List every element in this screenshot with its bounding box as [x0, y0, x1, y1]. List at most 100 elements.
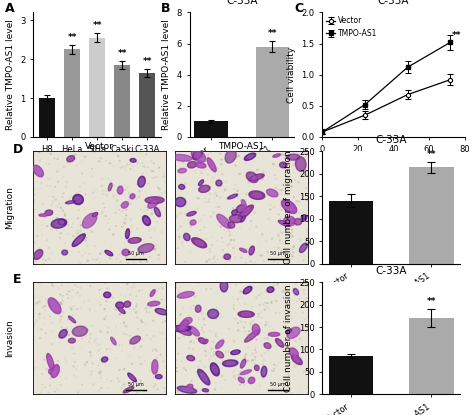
Circle shape — [273, 364, 274, 365]
Ellipse shape — [138, 244, 154, 253]
Circle shape — [91, 168, 92, 169]
Circle shape — [63, 193, 64, 194]
Bar — [114, 65, 130, 137]
Ellipse shape — [112, 339, 115, 343]
Circle shape — [203, 332, 204, 333]
Circle shape — [226, 198, 227, 199]
Circle shape — [259, 295, 260, 296]
Ellipse shape — [220, 280, 228, 292]
Circle shape — [264, 309, 265, 310]
Circle shape — [201, 327, 202, 328]
Ellipse shape — [266, 189, 278, 197]
Circle shape — [33, 324, 35, 325]
Circle shape — [50, 378, 51, 379]
Ellipse shape — [180, 186, 183, 188]
Circle shape — [307, 174, 308, 175]
Circle shape — [229, 260, 230, 261]
Circle shape — [154, 163, 155, 164]
Circle shape — [104, 309, 105, 310]
Circle shape — [139, 261, 141, 262]
Bar — [409, 167, 454, 264]
Ellipse shape — [298, 160, 304, 168]
Circle shape — [145, 391, 146, 392]
Circle shape — [190, 226, 191, 227]
Ellipse shape — [216, 351, 224, 358]
Circle shape — [61, 316, 62, 317]
Ellipse shape — [208, 309, 219, 318]
Circle shape — [284, 154, 285, 155]
Ellipse shape — [48, 298, 61, 314]
Circle shape — [50, 316, 51, 317]
Circle shape — [156, 176, 157, 177]
Ellipse shape — [286, 218, 292, 224]
Circle shape — [155, 292, 156, 293]
Circle shape — [273, 389, 274, 390]
Circle shape — [102, 190, 103, 191]
Ellipse shape — [295, 157, 306, 171]
Circle shape — [60, 376, 61, 377]
Circle shape — [213, 177, 214, 178]
Circle shape — [133, 309, 134, 310]
Circle shape — [211, 169, 212, 170]
Circle shape — [113, 234, 114, 235]
Circle shape — [77, 230, 78, 231]
Ellipse shape — [191, 238, 207, 248]
Ellipse shape — [122, 249, 129, 256]
Circle shape — [287, 229, 288, 230]
Ellipse shape — [230, 195, 236, 198]
Circle shape — [201, 314, 202, 315]
Circle shape — [292, 252, 294, 253]
Circle shape — [278, 235, 279, 236]
Circle shape — [218, 225, 219, 226]
Ellipse shape — [190, 163, 194, 166]
Circle shape — [73, 154, 74, 155]
Circle shape — [36, 303, 38, 304]
Ellipse shape — [210, 311, 216, 316]
Circle shape — [72, 348, 73, 349]
Circle shape — [216, 184, 218, 185]
Ellipse shape — [255, 365, 259, 371]
Circle shape — [85, 194, 86, 195]
Circle shape — [188, 161, 189, 162]
Circle shape — [90, 338, 91, 339]
Circle shape — [90, 309, 91, 310]
Text: **: ** — [427, 150, 436, 159]
Circle shape — [104, 318, 105, 320]
Circle shape — [154, 299, 155, 300]
Circle shape — [109, 258, 111, 259]
Circle shape — [60, 384, 61, 385]
Circle shape — [81, 234, 82, 235]
Circle shape — [72, 342, 73, 343]
Ellipse shape — [247, 155, 253, 159]
Circle shape — [299, 212, 300, 213]
Circle shape — [106, 195, 108, 196]
Circle shape — [206, 261, 208, 262]
Circle shape — [130, 218, 131, 219]
Ellipse shape — [110, 337, 116, 345]
Circle shape — [292, 236, 293, 237]
Ellipse shape — [290, 156, 297, 159]
Circle shape — [280, 218, 281, 219]
Ellipse shape — [204, 389, 207, 391]
Circle shape — [273, 285, 274, 286]
Ellipse shape — [150, 303, 157, 305]
Ellipse shape — [245, 330, 260, 342]
Circle shape — [264, 338, 265, 339]
Circle shape — [215, 192, 217, 193]
Title: C-33A: C-33A — [378, 0, 409, 6]
Circle shape — [299, 338, 301, 339]
Circle shape — [45, 260, 46, 261]
Ellipse shape — [292, 355, 302, 365]
Ellipse shape — [200, 181, 202, 184]
Circle shape — [137, 162, 138, 163]
Ellipse shape — [185, 235, 189, 239]
Ellipse shape — [238, 207, 244, 211]
Circle shape — [270, 209, 271, 210]
Circle shape — [184, 202, 185, 203]
Ellipse shape — [197, 307, 200, 311]
Circle shape — [234, 376, 235, 377]
Ellipse shape — [120, 309, 124, 312]
Circle shape — [265, 306, 266, 307]
Ellipse shape — [143, 216, 150, 225]
Circle shape — [46, 355, 47, 356]
